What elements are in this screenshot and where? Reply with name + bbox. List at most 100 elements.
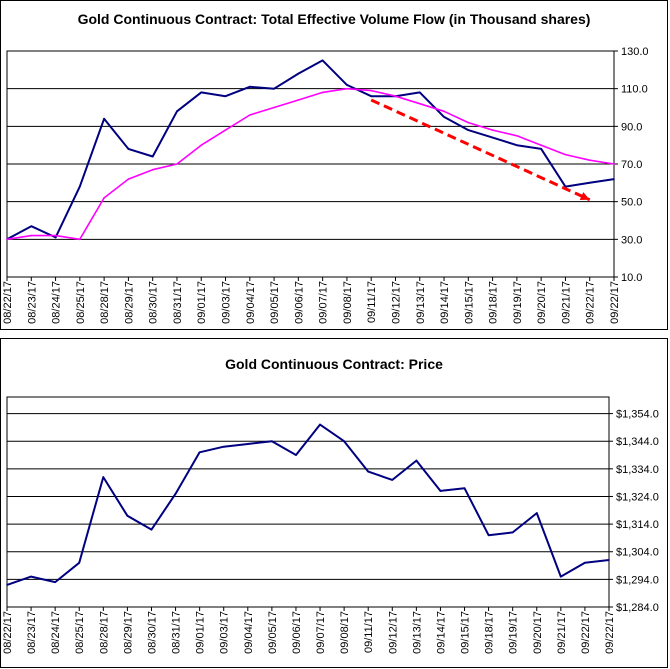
x-tick-label: 08/24/17 [51,281,63,324]
x-tick-label: 09/06/17 [293,281,305,324]
x-tick-label: 08/31/17 [172,281,184,324]
data-point [150,528,153,531]
data-point [273,87,275,90]
data-point [370,89,373,92]
y-tick-label: 50.0 [621,197,642,209]
data-point [560,575,562,578]
y-tick-label: $1,344.0 [616,436,659,448]
data-point [174,492,177,495]
data-point [151,155,154,158]
data-point [30,225,33,227]
x-tick-label: 09/05/17 [267,611,279,654]
x-tick-label: 08/29/17 [123,281,135,324]
x-tick-label: 08/24/17 [50,611,62,654]
data-point [224,129,227,131]
x-tick-label: 08/23/17 [26,611,38,654]
data-point [126,515,129,517]
data-point [516,144,518,146]
data-point [54,234,57,237]
y-tick-label: 70.0 [621,159,642,171]
data-point [343,440,345,443]
data-point [54,581,56,583]
trend-line [370,98,591,202]
data-point [321,91,324,94]
data-point [6,238,8,241]
x-tick-label: 09/13/17 [411,611,423,654]
y-tick-label: $1,324.0 [616,491,659,503]
y-tick-label: $1,314.0 [616,519,659,531]
x-tick-label: 08/25/17 [74,611,86,654]
x-tick-label: 09/08/17 [342,281,354,324]
x-tick-label: 09/22/17 [585,281,597,324]
x-tick-label: 09/01/17 [195,611,207,654]
chart-title: Gold Continuous Contract: Price [225,356,443,372]
data-point [588,182,591,184]
data-point [540,148,542,150]
volume-flow-panel: Gold Continuous Contract: Total Effectiv… [0,0,668,330]
data-point [151,168,154,171]
x-tick-label: 09/07/17 [318,281,330,324]
data-point [6,584,8,586]
x-tick-label: 09/19/17 [512,281,524,324]
moving-average-line [6,87,615,241]
data-point [79,238,81,241]
x-tick-label: 09/22/17 [580,611,592,654]
data-point [491,136,494,139]
data-point [487,534,490,536]
data-point [418,102,421,105]
data-point [249,85,251,88]
x-tick-label: 08/28/17 [98,611,110,654]
data-point [443,116,445,118]
data-point [370,95,373,97]
x-tick-label: 08/28/17 [99,281,111,324]
data-point [271,440,273,443]
x-tick-label: 09/11/17 [363,611,375,653]
x-tick-label: 09/05/17 [269,281,281,324]
data-point [200,91,203,94]
data-point [222,445,225,448]
y-tick-label: 110.0 [621,84,648,96]
x-tick-label: 08/29/17 [122,611,134,654]
volume-flow-chart: 130.0 110.0 90.0 70.0 50.0 30.0 10.0 08/22/17 08… [2,46,649,324]
data-point [247,443,249,445]
x-tick-label: 09/21/17 [556,611,568,654]
trend-arrowhead [579,192,590,200]
chart-title: Gold Continuous Contract: Total Effectiv… [77,11,591,27]
x-tick-label: 09/08/17 [339,611,351,654]
data-point [584,561,586,564]
data-point [127,178,130,180]
y-tick-label: 90.0 [621,121,642,133]
x-tick-label: 09/14/17 [435,611,447,654]
y-tick-label: $1,294.0 [616,574,659,586]
data-point [613,163,615,165]
x-tick-label: 09/18/17 [484,611,496,654]
x-tick-label: 09/15/17 [460,611,472,654]
data-point [491,129,494,131]
volume-flow-line [6,59,615,241]
x-tick-label: 08/30/17 [146,611,158,654]
x-tick-label: 09/13/17 [415,281,427,324]
x-tick-label: 09/19/17 [508,611,520,654]
data-point [467,121,470,124]
data-point [295,454,297,456]
data-point [249,114,251,116]
data-point [588,159,591,162]
data-point [103,118,105,120]
data-point [516,134,518,137]
data-point [297,72,300,75]
data-point [127,148,130,150]
data-point [511,531,514,534]
price-line [6,423,610,586]
x-tick-label: 09/22/17 [609,281,621,324]
data-point [78,561,81,564]
data-point [198,451,201,454]
x-tick-label: 08/25/17 [75,281,87,324]
x-tick-label: 09/22/17 [604,611,616,654]
y-tick-label: 30.0 [621,234,642,246]
data-point [224,95,227,97]
x-tick-label: 09/12/17 [390,281,402,324]
x-tick-label: 09/20/17 [532,611,544,654]
x-tick-label: 09/11/17 [366,281,378,323]
x-tick-label: 08/22/17 [2,611,14,654]
x-tick-label: 09/07/17 [315,611,327,654]
